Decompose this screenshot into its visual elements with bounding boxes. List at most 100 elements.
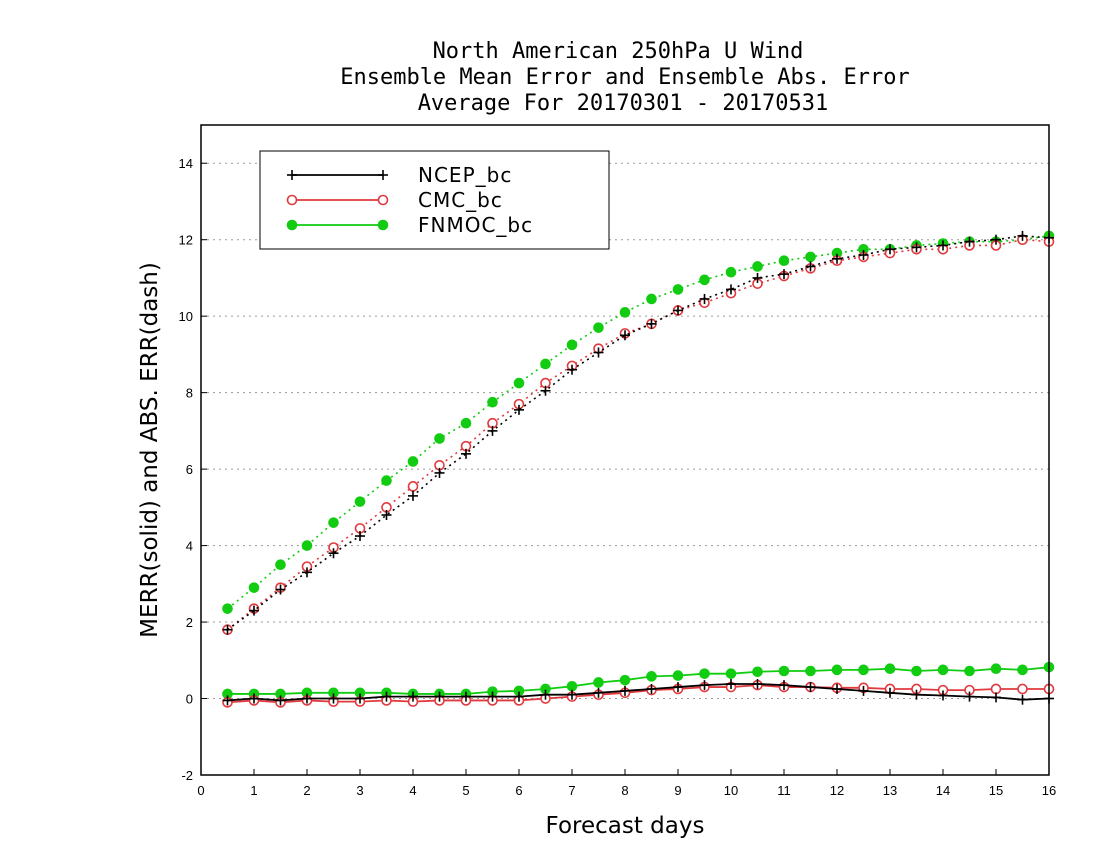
merr-point-ncep-bc (779, 680, 789, 691)
abs-err-point-fnmoc-bc (513, 377, 525, 389)
merr-point-fnmoc-bc (672, 670, 684, 681)
merr-point-ncep-bc (514, 691, 524, 702)
y-axis-label: MERR(solid) and ABS. ERR(dash) (137, 262, 163, 638)
abs-err-point-fnmoc-bc (672, 284, 684, 295)
merr-point-cmc-bc (1017, 683, 1028, 695)
merr-point-ncep-bc (964, 691, 975, 702)
merr-point-ncep-bc (249, 693, 259, 704)
abs-err-point-ncep-bc (673, 305, 683, 316)
merr-point-ncep-bc (487, 691, 498, 702)
x-axis-label: Forecast days (546, 813, 705, 839)
abs-err-point-ncep-bc (805, 261, 816, 272)
x-tick-label: 0 (197, 783, 204, 798)
merr-point-fnmoc-bc (805, 665, 816, 677)
merr-point-ncep-bc (328, 693, 339, 704)
merr-point-fnmoc-bc (646, 671, 657, 682)
legend-marker-cmc-bc (377, 194, 389, 206)
abs-err-point-fnmoc-bc (593, 322, 604, 333)
x-tick-label: 7 (568, 783, 575, 798)
abs-err-point-ncep-bc (620, 330, 630, 341)
merr-point-fnmoc-bc (990, 663, 1002, 675)
x-tick-label: 13 (883, 783, 897, 798)
merr-point-ncep-bc (540, 689, 551, 700)
abs-err-point-ncep-bc (381, 510, 392, 520)
y-tick-label: -2 (181, 768, 193, 783)
abs-err-point-ncep-bc (885, 244, 895, 255)
legend-marker-fnmoc-bc (377, 219, 389, 231)
abs-err-point-ncep-bc (964, 236, 975, 247)
abs-err-point-ncep-bc (858, 250, 869, 260)
series-ncep-bc (222, 230, 1054, 706)
merr-point-ncep-bc (593, 687, 604, 698)
merr-point-fnmoc-bc (964, 665, 975, 677)
abs-err-point-ncep-bc (832, 253, 842, 264)
abs-err-point-fnmoc-bc (248, 582, 260, 593)
abs-err-point-fnmoc-bc (222, 603, 233, 614)
abs-err-point-ncep-bc (487, 425, 498, 436)
y-tick-label: 10 (179, 309, 193, 324)
abs-err-point-ncep-bc (461, 448, 471, 459)
merr-point-ncep-bc (991, 692, 1001, 703)
abs-err-point-ncep-bc (275, 584, 286, 595)
title-line-1: North American 250hPa U Wind (433, 39, 804, 64)
merr-line-cmc-bc (227, 684, 1049, 704)
merr-point-ncep-bc (461, 691, 471, 702)
abs-err-point-fnmoc-bc (328, 517, 339, 528)
abs-err-point-fnmoc-bc (566, 339, 578, 351)
merr-point-fnmoc-bc (725, 668, 737, 679)
merr-point-fnmoc-bc (911, 665, 922, 677)
merr-point-ncep-bc (832, 683, 842, 694)
merr-point-ncep-bc (434, 691, 445, 702)
abs-err-point-ncep-bc (911, 242, 922, 253)
merr-point-ncep-bc (302, 693, 312, 704)
abs-err-point-ncep-bc (726, 284, 736, 295)
abs-err-point-fnmoc-bc (354, 496, 366, 507)
abs-err-point-ncep-bc (646, 318, 657, 329)
merr-point-ncep-bc (885, 687, 895, 698)
x-tick-label: 15 (989, 783, 1003, 798)
legend-marker-fnmoc-bc (286, 219, 298, 231)
x-tick-label: 3 (356, 783, 363, 798)
abs-err-point-ncep-bc (779, 269, 789, 280)
x-tick-label: 16 (1042, 783, 1056, 798)
abs-err-point-ncep-bc (567, 364, 577, 375)
merr-point-ncep-bc (355, 693, 365, 704)
abs-err-point-ncep-bc (1017, 230, 1028, 241)
merr-point-ncep-bc (911, 689, 922, 700)
abs-err-point-fnmoc-bc (540, 358, 551, 370)
abs-err-point-fnmoc-bc (805, 251, 816, 263)
legend-label-cmc-bc: CMC_bc (418, 188, 503, 212)
y-tick-label: 8 (186, 386, 193, 401)
merr-point-cmc-bc (990, 683, 1002, 695)
merr-point-fnmoc-bc (699, 668, 710, 679)
y-tick-label: 12 (179, 233, 193, 248)
abs-err-point-ncep-bc (699, 293, 710, 304)
merr-point-fnmoc-bc (593, 677, 604, 688)
x-tick-label: 14 (936, 783, 950, 798)
legend-item-cmc-bc: CMC_bc (286, 188, 503, 212)
abs-err-point-ncep-bc (434, 467, 445, 478)
merr-point-ncep-bc (1017, 694, 1028, 705)
merr-point-fnmoc-bc (937, 664, 949, 676)
merr-point-ncep-bc (275, 695, 286, 706)
series-fnmoc-bc (222, 230, 1055, 700)
x-tick-label: 1 (250, 783, 257, 798)
merr-point-ncep-bc (726, 679, 736, 689)
merr-point-ncep-bc (673, 682, 683, 693)
abs-err-point-ncep-bc (222, 624, 233, 635)
chart-title: North American 250hPa U Wind Ensemble Me… (340, 39, 910, 116)
abs-err-point-ncep-bc (593, 347, 604, 358)
abs-err-point-ncep-bc (355, 531, 365, 542)
abs-err-point-fnmoc-bc (407, 456, 419, 467)
y-tick-label: 2 (186, 615, 193, 630)
merr-point-ncep-bc (381, 691, 392, 702)
merr-point-ncep-bc (699, 680, 710, 691)
abs-err-point-ncep-bc (408, 490, 418, 501)
abs-err-point-fnmoc-bc (275, 559, 286, 571)
abs-err-point-fnmoc-bc (752, 261, 763, 272)
abs-err-point-fnmoc-bc (778, 255, 790, 267)
abs-err-point-ncep-bc (540, 385, 551, 396)
y-tick-label: 4 (186, 539, 193, 554)
merr-point-ncep-bc (805, 682, 816, 693)
